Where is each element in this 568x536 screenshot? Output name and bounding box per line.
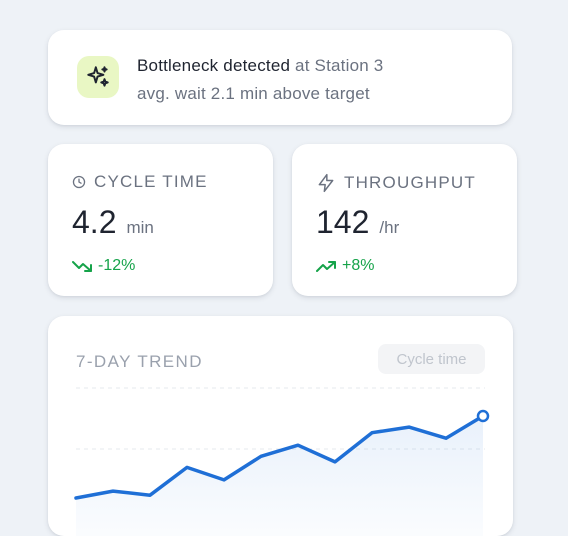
metric-delta-value: +8%	[342, 257, 375, 274]
metric-number: 4.2	[72, 204, 117, 240]
metric-label: CYCLE TIME	[94, 172, 208, 191]
alert-title-location: at Station 3	[290, 56, 384, 75]
metric-value: 4.2 min	[72, 204, 154, 241]
metric-card-throughput[interactable]: THROUGHPUT 142/hr +8%	[292, 144, 517, 296]
alert-card[interactable]: Bottleneck detected at Station 3 avg. wa…	[48, 30, 512, 125]
trend-card: 7-DAY TREND Cycle time	[48, 316, 513, 536]
sparkles-icon	[77, 56, 119, 98]
metric-selector[interactable]: Cycle time	[378, 344, 485, 374]
metric-delta-value: -12%	[98, 257, 136, 274]
metric-value: 142/hr	[316, 204, 399, 241]
metric-header: CYCLE TIME	[72, 172, 208, 192]
alert-title-strong: Bottleneck detected	[137, 56, 291, 75]
clock-icon	[72, 175, 86, 189]
trending-down-icon	[72, 258, 94, 274]
metric-unit: min	[126, 218, 154, 237]
metric-delta: -12%	[72, 257, 135, 275]
chart-area	[76, 416, 483, 536]
chart-point-latest	[476, 409, 490, 423]
metric-delta: +8%	[316, 257, 374, 275]
alert-title: Bottleneck detected at Station 3	[137, 56, 383, 76]
metric-card-cycle-time[interactable]: CYCLE TIME 4.2 min -12%	[48, 144, 273, 296]
metric-unit: /hr	[379, 218, 400, 237]
chart-series-line	[74, 414, 485, 500]
trend-title: 7-DAY TREND	[76, 352, 203, 371]
metric-label: THROUGHPUT	[344, 173, 476, 192]
metric-header: THROUGHPUT	[316, 172, 476, 194]
alert-subtitle: avg. wait 2.1 min above target	[137, 84, 370, 103]
trending-up-icon	[316, 258, 338, 274]
bolt-icon	[316, 172, 336, 194]
metric-number: 142	[316, 204, 370, 240]
